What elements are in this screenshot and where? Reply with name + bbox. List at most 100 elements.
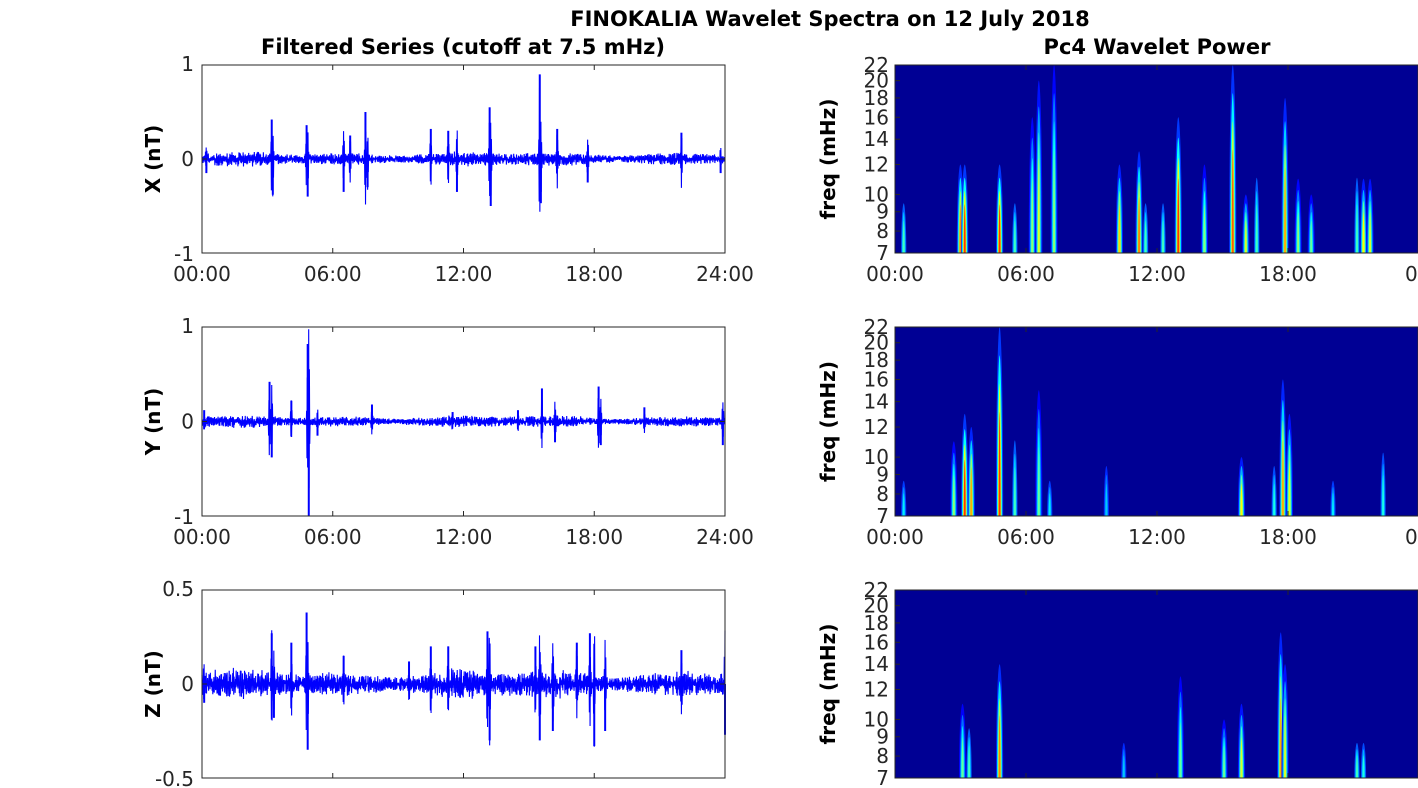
y-tick-label: 0 [181,672,194,696]
x-tick-label: 24:00 [696,262,754,286]
y-tick-label: 22 [864,578,889,602]
power-band [1284,715,1287,778]
power-band [1279,697,1282,778]
power-band [1355,204,1358,253]
y-tick-label: 8 [876,482,889,506]
x-tick-label: 24:00 [696,525,754,549]
y-axis-label: X (nT) [141,125,165,194]
power-band [1037,158,1040,253]
x-tick-label: 00 [1405,262,1418,286]
power-band [1244,220,1247,253]
x-tick-label: 00:00 [173,525,231,549]
y-tick-label: 22 [864,315,889,339]
power-band [1273,483,1276,516]
y-tick-label: 9 [876,463,889,487]
power-band [902,493,905,516]
y-tick-label: 12 [864,678,889,702]
y-axis-label: freq (mHz) [816,99,840,220]
y-tick-label: 20 [864,594,889,618]
y-tick-label: 10 [864,445,889,469]
power-band [1203,204,1206,253]
x-tick-label: 06:00 [304,525,362,549]
series-line [201,630,726,748]
power-band [970,467,973,516]
series-line [201,87,726,212]
heatmap-events [901,327,1386,516]
x-tick-label: 06:00 [997,525,1055,549]
power-band [1332,493,1335,516]
y-tick-label: 7 [876,766,889,788]
power-band [1144,220,1147,253]
x-tick-label: 06:00 [997,262,1055,286]
power-band [1105,483,1108,516]
power-band [998,204,1001,253]
x-tick-label: 00:00 [866,262,924,286]
x-tick-label: 12:00 [435,262,493,286]
x-tick-label: 00:00 [866,525,924,549]
power-band [963,204,966,253]
right-column-title: Pc4 Wavelet Power [1044,35,1272,59]
power-band [1177,178,1180,253]
x-tick-label: 18:00 [1259,262,1317,286]
power-band [1297,212,1300,253]
x-tick-label: 00 [1405,525,1418,549]
power-band [1310,220,1313,253]
y-tick-label: 14 [864,127,889,151]
y-tick-label: 12 [864,415,889,439]
power-band [1288,459,1291,516]
y-tick-label: 9 [876,200,889,224]
y-tick-label: -0.5 [155,767,194,788]
heatmap-background [895,65,1418,253]
power-band [959,204,962,253]
power-band [1240,737,1243,778]
power-band [963,459,966,516]
power-band [902,220,905,253]
y-axis-label: Y (nT) [141,388,165,457]
y-tick-label: 8 [876,219,889,243]
power-band [1048,493,1051,516]
heatmap-events [958,632,1367,778]
power-band [1118,204,1121,253]
x-tick-label: 12:00 [1128,262,1186,286]
power-band [998,412,1001,516]
line-panel-2: -1 0 1 00:00 06:00 12:00 18:00 24:00 Y (nT) [141,314,754,549]
power-band [998,715,1001,778]
x-tick-label: 18:00 [1259,525,1317,549]
y-tick-label: 14 [864,390,889,414]
power-band [1179,722,1182,778]
heatmap-background [895,327,1418,516]
power-band [968,745,971,778]
y-tick-label: 18 [864,611,889,635]
y-tick-label: 10 [864,182,889,206]
power-band [952,474,955,516]
y-tick-label: 18 [864,86,889,110]
power-band [1013,467,1016,516]
y-tick-label: 8 [876,744,889,768]
power-band [1031,178,1034,253]
y-tick-label: 16 [864,368,889,392]
y-tick-label: 16 [864,105,889,129]
power-band [1122,755,1125,778]
power-band [1138,197,1141,253]
y-tick-label: -1 [174,242,194,266]
y-tick-label: 14 [864,652,889,676]
figure-title: FINOKALIA Wavelet Spectra on 12 July 201… [570,7,1090,31]
y-tick-label: 0.5 [162,577,194,601]
y-tick-label: 12 [864,153,889,177]
power-band [1382,474,1385,516]
x-tick-label: 06:00 [304,262,362,286]
y-tick-label: 0 [181,147,194,171]
power-band [1240,483,1243,516]
power-band [1284,167,1287,253]
x-tick-label: 18:00 [565,525,623,549]
y-tick-label: 20 [864,69,889,93]
y-tick-label: 9 [876,725,889,749]
power-band [1037,446,1040,516]
y-tick-label: -1 [174,505,194,529]
power-band [1231,149,1234,253]
left-column-title: Filtered Series (cutoff at 7.5 mHz) [261,35,665,59]
